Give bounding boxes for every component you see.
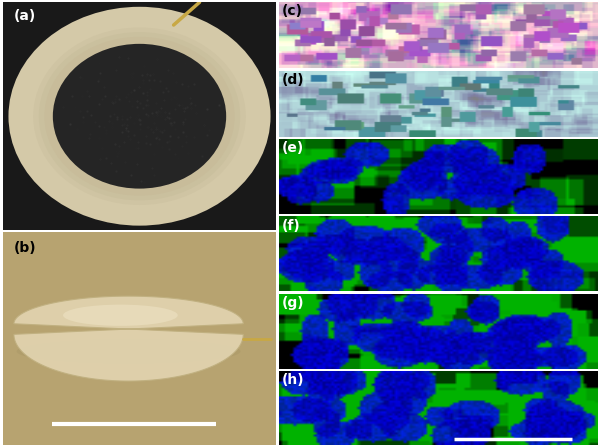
Ellipse shape [8, 7, 271, 226]
Text: (c): (c) [282, 4, 303, 18]
Text: (e): (e) [282, 141, 304, 155]
Ellipse shape [63, 305, 178, 326]
Ellipse shape [33, 27, 246, 205]
Ellipse shape [53, 44, 226, 189]
Text: (g): (g) [282, 296, 305, 310]
Polygon shape [14, 296, 243, 381]
Ellipse shape [17, 339, 241, 364]
Text: (a): (a) [14, 9, 36, 23]
Text: (h): (h) [282, 373, 305, 387]
Text: (b): (b) [14, 241, 37, 255]
Text: (d): (d) [282, 72, 305, 87]
Ellipse shape [44, 37, 235, 196]
Ellipse shape [39, 32, 240, 200]
Text: (f): (f) [282, 219, 301, 232]
